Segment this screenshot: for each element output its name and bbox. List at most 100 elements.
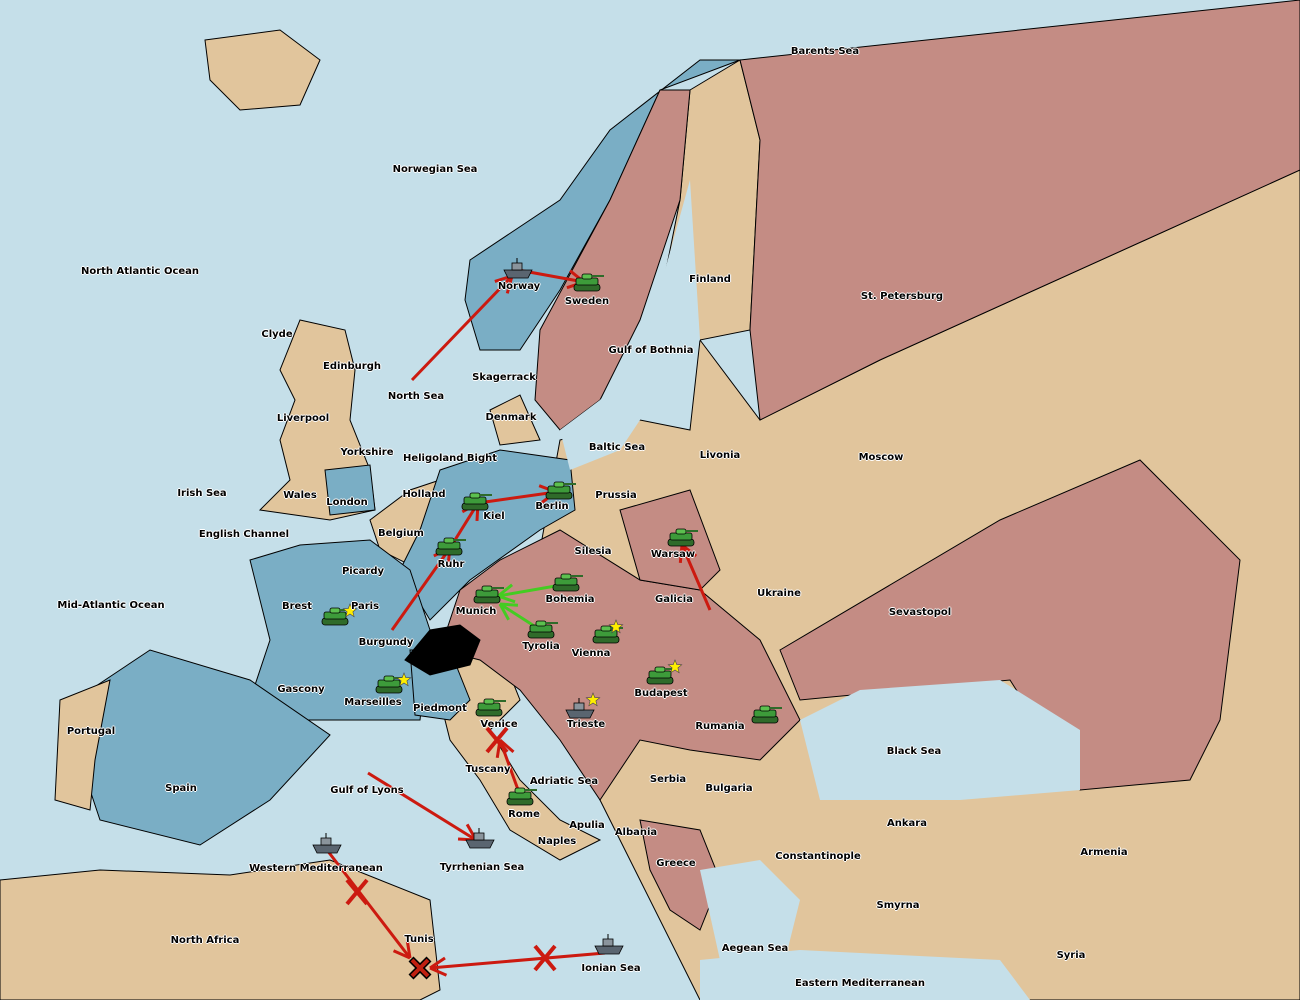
fleet-ship-icon[interactable] <box>565 698 595 719</box>
land-north-africa[interactable] <box>0 859 441 1000</box>
land-iceland[interactable] <box>204 29 321 111</box>
region-label[interactable]: Baltic Sea <box>588 442 646 453</box>
region-label[interactable]: Rumania <box>695 721 745 732</box>
region-label[interactable]: Picardy <box>341 566 385 577</box>
sea-baltic[interactable] <box>560 180 700 470</box>
region-label[interactable]: Venice <box>480 719 518 730</box>
army-tank-icon[interactable] <box>592 625 623 644</box>
army-tank-icon[interactable] <box>552 573 583 592</box>
region-label[interactable]: Bohemia <box>545 594 595 605</box>
region-label[interactable]: Paris <box>350 601 380 612</box>
region-label[interactable]: Berlin <box>535 501 569 512</box>
region-label[interactable]: Warsaw <box>650 549 696 560</box>
region-label[interactable]: Norwegian Sea <box>392 164 478 175</box>
region-label[interactable]: Armenia <box>1080 847 1128 858</box>
sea-aegean[interactable] <box>700 860 800 980</box>
army-tank-icon[interactable] <box>573 273 604 292</box>
fleet-ship-icon[interactable] <box>312 833 342 854</box>
region-label[interactable]: Smyrna <box>876 900 920 911</box>
land-germany[interactable] <box>399 449 576 621</box>
region-label[interactable]: Norway <box>497 281 541 292</box>
region-label[interactable]: Moscow <box>858 452 904 463</box>
region-label[interactable]: Livonia <box>699 450 741 461</box>
region-label[interactable]: Tyrolia <box>522 641 560 652</box>
region-label[interactable]: Yorkshire <box>340 447 394 458</box>
region-label[interactable]: North Atlantic Ocean <box>80 266 200 277</box>
land-greece[interactable] <box>639 819 721 931</box>
region-label[interactable]: North Africa <box>170 935 240 946</box>
region-label[interactable]: Syria <box>1056 950 1086 961</box>
region-label[interactable]: Liverpool <box>276 413 330 424</box>
army-tank-icon[interactable] <box>646 666 677 685</box>
region-label[interactable]: Tuscany <box>465 764 511 775</box>
region-label[interactable]: Eastern Mediterranean <box>795 978 925 989</box>
region-label[interactable]: Budapest <box>634 688 688 699</box>
region-label[interactable]: Barents Sea <box>790 46 860 57</box>
region-label[interactable]: Rome <box>508 809 540 820</box>
region-label[interactable]: Constantinople <box>775 851 861 862</box>
land-denmark[interactable] <box>489 394 541 446</box>
region-label[interactable]: Sweden <box>564 296 610 307</box>
region-label[interactable]: Black Sea <box>886 746 942 757</box>
army-tank-icon[interactable] <box>527 620 558 639</box>
region-label[interactable]: Silesia <box>574 546 612 557</box>
region-label[interactable]: Munich <box>455 606 497 617</box>
region-label[interactable]: Prussia <box>595 490 637 501</box>
region-label[interactable]: English Channel <box>198 529 290 540</box>
region-label[interactable]: Western Mediterranean <box>249 863 383 874</box>
region-label[interactable]: Piedmont <box>413 703 467 714</box>
region-label[interactable]: Serbia <box>649 774 687 785</box>
region-label[interactable]: London <box>326 497 368 508</box>
fleet-ship-icon[interactable] <box>594 934 624 955</box>
region-label[interactable]: Edinburgh <box>322 361 382 372</box>
army-tank-icon[interactable] <box>475 698 506 717</box>
army-tank-icon[interactable] <box>751 705 782 724</box>
region-label[interactable]: Aegean Sea <box>721 943 789 954</box>
region-label[interactable]: Gulf of Lyons <box>330 785 404 796</box>
region-label[interactable]: Tyrrhenian Sea <box>439 862 525 873</box>
land-sweden[interactable] <box>534 89 691 431</box>
region-label[interactable]: Heligoland Bight <box>402 453 498 464</box>
region-label[interactable]: Denmark <box>485 412 537 423</box>
land-portugal[interactable] <box>54 679 111 811</box>
land-london[interactable] <box>324 464 376 516</box>
region-label[interactable]: Albania <box>614 827 658 838</box>
army-tank-icon[interactable] <box>506 787 537 806</box>
region-label[interactable]: Ionian Sea <box>581 963 641 974</box>
region-label[interactable]: Mid-Atlantic Ocean <box>57 600 165 611</box>
region-label[interactable]: Belgium <box>378 528 424 539</box>
fleet-ship-icon[interactable] <box>503 258 533 279</box>
region-label[interactable]: Holland <box>402 489 446 500</box>
region-label[interactable]: Marseilles <box>344 697 402 708</box>
sea-black[interactable] <box>800 680 1080 800</box>
region-label[interactable]: Vienna <box>571 648 611 659</box>
land-italy[interactable] <box>429 649 602 861</box>
region-label[interactable]: Kiel <box>483 511 505 522</box>
region-label[interactable]: Irish Sea <box>177 488 227 499</box>
region-label[interactable]: Trieste <box>566 719 606 730</box>
region-label[interactable]: North Sea <box>387 391 445 402</box>
region-label[interactable]: Naples <box>537 836 577 847</box>
region-label[interactable]: Burgundy <box>358 637 414 648</box>
region-label[interactable]: Adriatic Sea <box>529 776 599 787</box>
region-label[interactable]: Ankara <box>887 818 927 829</box>
region-label[interactable]: Tunis <box>404 934 434 945</box>
land-austria[interactable] <box>439 529 801 801</box>
region-label[interactable]: Ruhr <box>437 559 465 570</box>
region-label[interactable]: Ukraine <box>757 588 801 599</box>
region-label[interactable]: Apulia <box>569 820 605 831</box>
land-france[interactable] <box>249 539 431 721</box>
region-label[interactable]: Greece <box>656 858 696 869</box>
region-label[interactable]: St. Petersburg <box>860 291 944 302</box>
army-tank-icon[interactable] <box>473 585 504 604</box>
fleet-ship-icon[interactable] <box>465 828 495 849</box>
region-label[interactable]: Gulf of Bothnia <box>608 345 694 356</box>
army-tank-icon[interactable] <box>667 528 698 547</box>
region-label[interactable]: Clyde <box>261 329 293 340</box>
army-tank-icon[interactable] <box>461 492 492 511</box>
region-label[interactable]: Portugal <box>66 726 116 737</box>
region-label[interactable]: Bulgaria <box>705 783 753 794</box>
region-label[interactable]: Spain <box>165 783 197 794</box>
region-label[interactable]: Skagerrack <box>472 372 536 383</box>
sea-east-med[interactable] <box>700 950 1030 1000</box>
